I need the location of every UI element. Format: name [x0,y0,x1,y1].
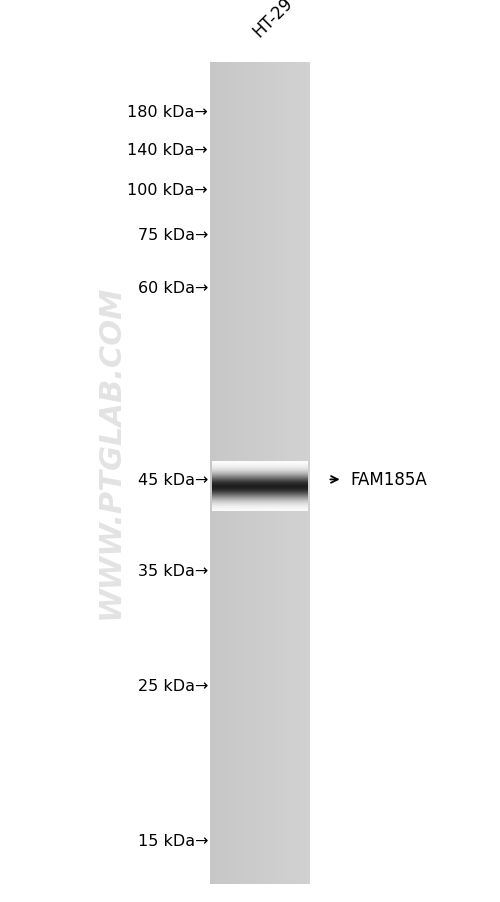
Bar [278,63,279,884]
Bar [255,63,256,884]
Bar [254,63,255,884]
Bar [294,63,295,884]
Bar [248,63,249,884]
Bar [211,63,212,884]
Text: FAM185A: FAM185A [350,471,427,489]
Bar [239,63,240,884]
Text: 180 kDa→: 180 kDa→ [127,106,208,120]
Bar [281,63,282,884]
Bar [296,63,298,884]
Text: 25 kDa→: 25 kDa→ [138,678,208,693]
Text: 100 kDa→: 100 kDa→ [128,183,208,198]
Bar [276,63,278,884]
Bar [261,63,262,884]
Bar [298,63,299,884]
Text: 35 kDa→: 35 kDa→ [138,564,208,578]
Bar [241,63,242,884]
Bar [246,63,248,884]
Bar [234,63,235,884]
Bar [274,63,275,884]
Bar [291,63,292,884]
Bar [292,63,294,884]
Bar [230,63,231,884]
Bar [259,63,260,884]
Bar [225,63,226,884]
Text: 15 kDa→: 15 kDa→ [138,833,208,848]
Bar [260,63,261,884]
Bar [219,63,220,884]
Bar [249,63,250,884]
Bar [270,63,271,884]
Bar [304,63,305,884]
Bar [262,63,264,884]
Bar [228,63,229,884]
Bar [220,63,221,884]
Bar [216,63,218,884]
Bar [221,63,222,884]
Bar [222,63,224,884]
Bar [229,63,230,884]
Bar [289,63,290,884]
Bar [305,63,306,884]
Bar [231,63,232,884]
Bar [306,63,308,884]
Bar [215,63,216,884]
Bar [271,63,272,884]
Bar [299,63,300,884]
Text: WWW.PTGLAB.COM: WWW.PTGLAB.COM [96,284,124,618]
Bar [301,63,302,884]
Bar [240,63,241,884]
Bar [258,63,259,884]
Bar [252,63,254,884]
Text: 140 kDa→: 140 kDa→ [128,143,208,158]
Bar [288,63,289,884]
Bar [280,63,281,884]
Bar [302,63,304,884]
Bar [295,63,296,884]
Text: 45 kDa→: 45 kDa→ [138,473,208,487]
Bar [210,63,211,884]
Bar [308,63,309,884]
Bar [264,63,265,884]
Bar [218,63,219,884]
Bar [266,63,268,884]
Bar [300,63,301,884]
Bar [282,63,284,884]
Bar [269,63,270,884]
Text: 75 kDa→: 75 kDa→ [138,228,208,243]
Bar [238,63,239,884]
Bar [235,63,236,884]
Bar [265,63,266,884]
Bar [244,63,245,884]
Bar [212,63,214,884]
Bar [272,63,274,884]
Bar [224,63,225,884]
Bar [236,63,238,884]
Bar [245,63,246,884]
Text: 60 kDa→: 60 kDa→ [138,281,208,295]
Bar [268,63,269,884]
Text: HT-29: HT-29 [250,0,296,41]
Bar [210,63,310,884]
Bar [286,63,288,884]
Bar [279,63,280,884]
Bar [256,63,258,884]
Bar [232,63,234,884]
Bar [250,63,252,884]
Bar [309,63,310,884]
Bar [214,63,215,884]
Bar [226,63,228,884]
Bar [290,63,291,884]
Bar [284,63,285,884]
Bar [242,63,244,884]
Bar [285,63,286,884]
Bar [275,63,276,884]
